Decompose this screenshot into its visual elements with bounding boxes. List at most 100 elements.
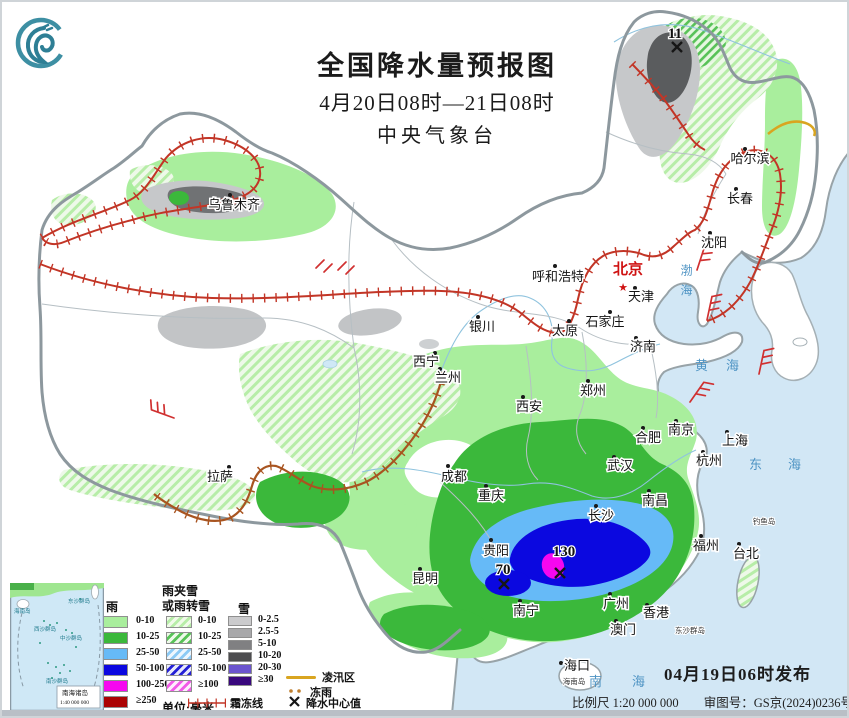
- city-label: 上海: [722, 433, 748, 448]
- frost-line-icon: [188, 698, 226, 708]
- korea-landmass: [750, 261, 820, 382]
- city-dot: [725, 430, 729, 434]
- city-label: 南昌: [642, 493, 668, 508]
- center-value-northeast: 11: [668, 26, 682, 42]
- freezing-rain-label: 冻雨: [310, 687, 332, 699]
- inset-map: 东沙群岛 西沙群岛 中沙群岛 南沙群岛 海南岛 南海诸岛 1:40 000 00…: [10, 583, 104, 711]
- city-label: 南宁: [513, 603, 539, 618]
- city-label: 台北: [733, 546, 759, 561]
- legend-label: 10-25: [136, 631, 160, 642]
- agency-name: 中央气象台: [377, 125, 497, 147]
- capital-label: 北京: [613, 260, 643, 278]
- city-dot: [559, 661, 563, 665]
- city-label: 南京: [668, 422, 694, 437]
- legend-label: ≥100: [198, 679, 219, 690]
- city-dot: [614, 619, 618, 623]
- legend-swatch: [102, 680, 128, 692]
- legend-swatch-hatch: [166, 616, 192, 628]
- legend-label: 20-30: [258, 662, 282, 673]
- city-dot: [567, 319, 571, 323]
- city-label: 合肥: [635, 430, 661, 445]
- city-dot: [484, 484, 488, 488]
- inset-label-nansha: 南沙群岛: [46, 677, 69, 685]
- province-borders: [41, 131, 727, 547]
- city-label: 长沙: [588, 508, 614, 523]
- center-value-hunan: 130: [553, 544, 576, 560]
- city-dot: [438, 367, 442, 371]
- map-scale: 比例尺 1:20 000 000: [572, 696, 679, 710]
- city-label: 广州: [603, 596, 629, 611]
- sea-label-huanghai: 黄海: [695, 358, 757, 373]
- capital-star-icon: ★: [618, 282, 628, 294]
- sea-labels: 渤海 黄海 东海 南海: [589, 264, 801, 689]
- city-label: 呼和浩特: [532, 269, 584, 284]
- inset-label-zhongsha: 中沙群岛: [60, 634, 83, 642]
- sea-label-bohai: 渤海: [679, 264, 693, 304]
- sea-label-nanhai: 南海: [589, 674, 675, 689]
- legend-sleet-header-line2: 或雨转雪: [162, 599, 211, 613]
- city-dot: [433, 351, 437, 355]
- city-dot: [647, 489, 651, 493]
- city-label: 天津: [628, 289, 654, 304]
- dongsha-label: 东沙群岛: [675, 625, 705, 635]
- city-dot: [645, 603, 649, 607]
- city-label: 武汉: [607, 458, 633, 473]
- review-number: 审图号：GS京(2024)0236号: [703, 696, 849, 710]
- legend-label: ≥250: [136, 695, 157, 706]
- legend-swatch: [102, 616, 128, 628]
- legend-snow-header: 雪: [238, 602, 251, 616]
- city-markers: 乌鲁木齐 哈尔滨 长春 沈阳 呼和浩特 天津 银川 石家庄 太原 济南 西宁 兰…: [205, 147, 771, 675]
- legend-rain-header: 雨: [106, 600, 119, 614]
- title-block: 全国降水量预报图 4月20日08时—21日08时 中央气象台: [247, 50, 627, 148]
- frost-lines: [38, 60, 786, 526]
- rivers: [361, 24, 791, 499]
- legend-swatch: [228, 676, 252, 686]
- city-dot: [521, 395, 525, 399]
- city-dot: [674, 419, 678, 423]
- city-dot: [418, 567, 422, 571]
- inset-title: 南海诸岛: [62, 688, 88, 697]
- city-dot: [227, 465, 231, 469]
- legend-label: 10-20: [258, 650, 282, 661]
- hainan-island: [558, 661, 602, 691]
- city-dot: [594, 504, 598, 508]
- legend-label: 100-250: [136, 679, 170, 690]
- city-label: 石家庄: [585, 314, 624, 329]
- legend-label: 5-10: [258, 638, 277, 649]
- city-label: 西安: [516, 399, 542, 414]
- precip-center-x-icon: [498, 578, 510, 590]
- city-dot: [608, 310, 612, 314]
- ice-run-line-icon: [286, 676, 316, 679]
- legend-swatch: [228, 628, 252, 638]
- city-dot: [489, 538, 493, 542]
- city-label: 福州: [693, 538, 719, 553]
- city-dot: [708, 231, 712, 235]
- city-dot: [634, 336, 638, 340]
- legend-swatch: [228, 640, 252, 650]
- forecast-period: 4月20日08时—21日08时: [319, 91, 555, 115]
- map-title: 全国降水量预报图: [317, 51, 557, 81]
- city-dot: [633, 286, 637, 290]
- legend-label: 0-10: [198, 615, 217, 626]
- legend-swatch-hatch: [166, 632, 192, 644]
- dragon-logo-icon: [15, 17, 67, 69]
- legend-swatch: [102, 648, 128, 660]
- bottom-frame-bar: [2, 710, 847, 716]
- inset-scale: 1:40 000 000: [60, 700, 89, 706]
- city-label: 银川: [469, 319, 495, 334]
- city-label: 拉萨: [207, 469, 233, 484]
- legend-swatch: [228, 616, 252, 626]
- city-label: 济南: [630, 339, 656, 354]
- city-label: 海口: [564, 658, 590, 673]
- taiwan-island: [736, 555, 760, 609]
- publish-time: 04月19日06时发布: [664, 665, 811, 684]
- city-dot: [612, 455, 616, 459]
- legend-label: 0-2.5: [258, 614, 279, 625]
- city-label: 沈阳: [701, 235, 727, 250]
- legend-label: 10-25: [198, 631, 222, 642]
- city-dot: [737, 542, 741, 546]
- city-dot: [476, 315, 480, 319]
- city-dot: [734, 187, 738, 191]
